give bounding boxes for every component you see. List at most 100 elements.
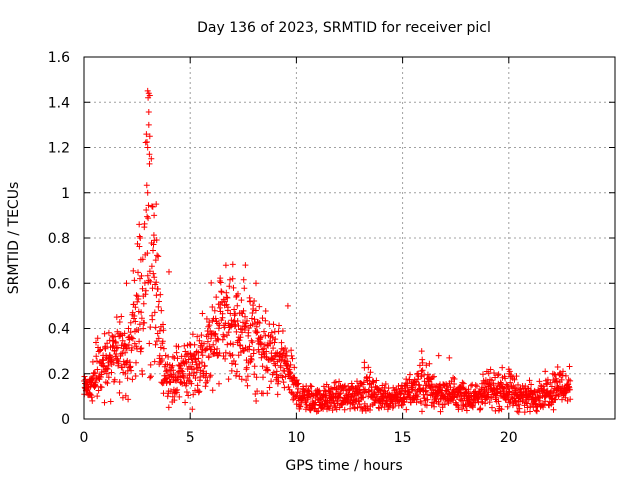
data-point <box>151 309 158 316</box>
data-point <box>159 356 165 362</box>
x-axis-ticks: 0 5 10 15 20 <box>80 57 518 446</box>
data-point <box>336 391 343 398</box>
data-point <box>204 338 211 345</box>
data-point <box>414 393 421 400</box>
data-point <box>97 346 104 353</box>
data-point <box>136 321 143 328</box>
data-point <box>230 318 237 325</box>
data-point <box>262 308 269 314</box>
data-point <box>238 297 245 304</box>
data-point <box>191 369 197 376</box>
data-point <box>150 247 156 254</box>
data-point <box>554 364 561 370</box>
x-tick-label: 5 <box>186 430 195 446</box>
data-point <box>117 350 124 357</box>
data-point <box>231 306 238 313</box>
data-point <box>225 376 232 383</box>
data-point <box>289 390 295 397</box>
data-point <box>191 341 198 348</box>
data-point <box>241 347 248 354</box>
data-point <box>94 335 101 342</box>
data-point <box>126 359 133 366</box>
data-point <box>419 408 425 415</box>
data-point <box>178 367 185 374</box>
data-point <box>431 373 437 380</box>
data-point <box>474 383 480 390</box>
data-point <box>95 387 102 394</box>
data-point <box>151 358 158 365</box>
data-point <box>150 232 157 239</box>
data-point <box>281 384 288 391</box>
data-point <box>157 291 164 298</box>
data-point <box>406 376 413 383</box>
data-point <box>156 327 163 334</box>
data-point <box>499 364 506 371</box>
data-point <box>250 306 257 312</box>
data-point <box>497 379 504 386</box>
data-point <box>121 330 128 337</box>
data-point <box>278 339 285 346</box>
data-point <box>114 344 121 351</box>
data-point <box>467 390 474 397</box>
data-point <box>118 313 125 320</box>
data-point <box>221 324 228 331</box>
data-point <box>455 404 462 411</box>
data-point <box>166 268 172 275</box>
data-point <box>139 371 146 378</box>
data-point <box>144 272 151 279</box>
data-point <box>329 407 336 414</box>
data-point <box>198 332 205 339</box>
data-point <box>267 340 274 347</box>
data-point <box>211 307 218 314</box>
data-point <box>285 384 292 390</box>
data-point <box>165 404 172 411</box>
data-point <box>242 313 248 320</box>
data-point <box>129 376 136 383</box>
data-point <box>435 401 442 407</box>
data-point <box>234 318 241 324</box>
data-point <box>216 350 223 357</box>
data-point <box>104 340 111 347</box>
data-point <box>201 340 207 347</box>
data-point <box>362 386 369 393</box>
data-point <box>189 406 196 413</box>
data-point <box>517 386 524 393</box>
data-point <box>223 301 230 308</box>
data-points <box>81 87 574 416</box>
data-point <box>105 329 112 336</box>
data-point <box>361 359 368 366</box>
data-point <box>459 406 466 412</box>
data-point <box>261 328 267 335</box>
data-point <box>93 339 99 346</box>
data-point <box>132 373 139 379</box>
x-axis-label: GPS time / hours <box>285 458 402 474</box>
data-point <box>102 345 109 352</box>
data-point <box>144 213 151 220</box>
data-point <box>498 406 505 413</box>
data-point <box>566 386 573 393</box>
y-tick-label: 0.6 <box>48 276 70 292</box>
data-point <box>103 370 110 377</box>
data-point <box>282 345 289 352</box>
data-point <box>289 355 296 362</box>
data-point <box>337 390 344 397</box>
data-point <box>209 387 216 394</box>
data-point <box>434 392 441 399</box>
data-point <box>301 389 308 396</box>
data-point <box>316 390 323 397</box>
data-point <box>504 382 511 389</box>
data-point <box>109 343 116 350</box>
data-point <box>491 370 497 376</box>
data-point <box>502 375 509 382</box>
data-point <box>540 404 547 411</box>
data-point <box>562 372 569 379</box>
data-point <box>567 377 574 384</box>
data-point <box>93 353 100 360</box>
data-point <box>125 396 132 403</box>
data-point <box>286 366 293 373</box>
data-point <box>169 362 176 369</box>
data-point <box>268 378 275 385</box>
data-point <box>427 385 434 392</box>
data-point <box>89 397 96 404</box>
data-point <box>131 313 138 319</box>
